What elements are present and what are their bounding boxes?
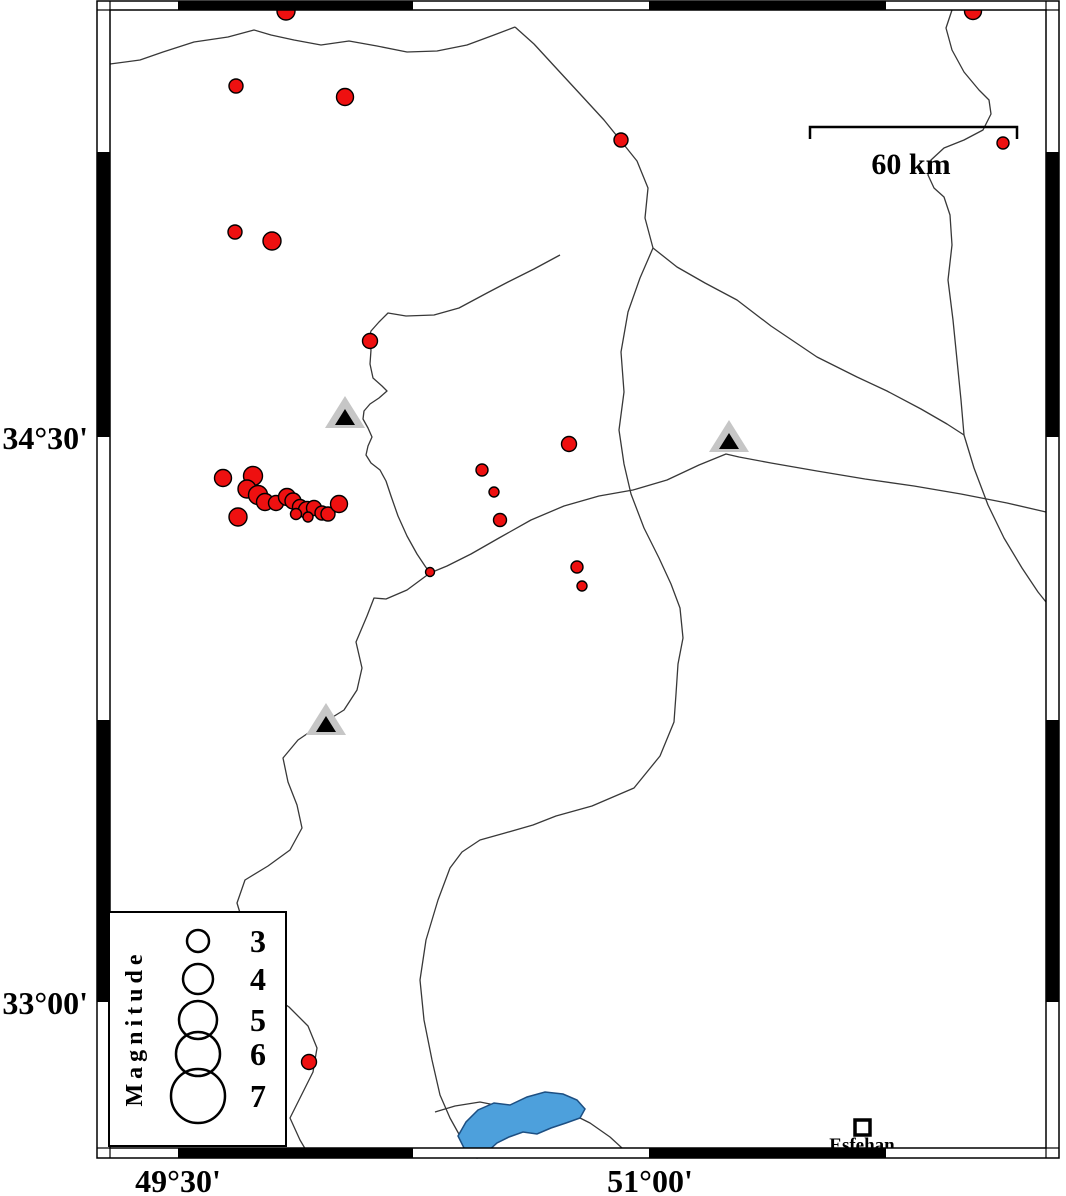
- frame-tick-segment: [1046, 720, 1059, 1002]
- earthquake-marker: [227, 224, 243, 240]
- legend-magnitude-circle: [174, 1030, 222, 1078]
- scale-bar: 60 km: [808, 125, 1019, 181]
- map-frame: [96, 0, 1060, 1159]
- earthquake-marker: [613, 132, 629, 148]
- boundary-line: [514, 26, 654, 249]
- earthquake-marker: [475, 463, 489, 477]
- station-triangle-icon: [316, 716, 336, 732]
- earthquake-marker: [320, 506, 336, 522]
- seismic-stations: [306, 396, 749, 735]
- latitude-label-34-30: 34°30': [2, 420, 88, 456]
- legend-magnitude-circle: [185, 928, 211, 954]
- boundary-line: [927, 9, 1047, 603]
- earthquake-marker: [488, 486, 500, 498]
- frame-tick-segment: [97, 720, 110, 1002]
- station-triangle-icon: [719, 433, 739, 449]
- legend-magnitude-circle: [177, 999, 219, 1041]
- boundary-line: [652, 247, 965, 436]
- boundary-line: [109, 26, 516, 65]
- earthquake-marker: [361, 332, 379, 350]
- latitude-label-33-00: 33°00': [2, 985, 88, 1021]
- province-boundaries: [109, 9, 1047, 1158]
- legend-magnitude-circle: [169, 1067, 227, 1125]
- frame-band-top: [97, 1, 1059, 10]
- boundary-line: [236, 572, 431, 1158]
- earthquake-marker: [228, 78, 244, 94]
- boundary-line: [429, 453, 1047, 574]
- earthquake-marker: [424, 566, 436, 578]
- frame-outer-rect: [96, 0, 1060, 1159]
- earthquake-marker: [492, 512, 508, 528]
- legend-title: Magnitude: [122, 949, 148, 1106]
- frame-inner-rect: [109, 9, 1047, 1149]
- earthquake-marker: [576, 580, 588, 592]
- longitude-label-51-00: 51°00': [607, 1163, 693, 1196]
- earthquake-marker: [570, 560, 584, 574]
- boundary-line: [362, 254, 561, 574]
- earthquake-marker: [228, 507, 248, 527]
- frame-tick-segment: [649, 1, 886, 10]
- city-square-marker: [853, 1118, 872, 1137]
- longitude-label-49-30: 49°30': [135, 1163, 221, 1196]
- earthquake-marker: [213, 468, 233, 488]
- frame-tick-segment: [178, 1, 413, 10]
- earthquake-marker: [262, 231, 282, 251]
- earthquake-marker: [300, 1053, 318, 1071]
- earthquake-marker: [289, 507, 303, 521]
- legend-entries: 34 56 7: [169, 923, 266, 1125]
- legend-magnitude-label: 7: [250, 1078, 266, 1114]
- earthquake-marker: [302, 511, 314, 523]
- frame-tick-segment: [1046, 152, 1059, 437]
- frame-tick-segment: [97, 152, 110, 437]
- frame-band-bottom: [97, 1148, 1059, 1158]
- earthquake-epicenters: [213, 1, 1010, 1071]
- earthquake-marker: [996, 136, 1010, 150]
- legend-magnitude-label: 6: [250, 1036, 266, 1072]
- scale-bar-label: 60 km: [871, 148, 950, 181]
- earthquake-marker: [335, 87, 355, 107]
- boundary-line: [419, 247, 684, 1149]
- legend-magnitude-label: 5: [250, 1002, 266, 1038]
- legend-magnitude-circle: [181, 962, 215, 996]
- earthquake-marker: [560, 435, 578, 453]
- magnitude-legend: Magnitude 34 56 7: [108, 911, 287, 1147]
- station-triangle-icon: [335, 409, 355, 425]
- frame-tick-segment: [178, 1148, 413, 1158]
- scale-bar-line: [808, 125, 1019, 139]
- legend-magnitude-label: 3: [250, 923, 266, 959]
- frame-tick-segment: [649, 1148, 886, 1158]
- earthquake-marker: [329, 494, 349, 514]
- legend-magnitude-label: 4: [250, 961, 266, 997]
